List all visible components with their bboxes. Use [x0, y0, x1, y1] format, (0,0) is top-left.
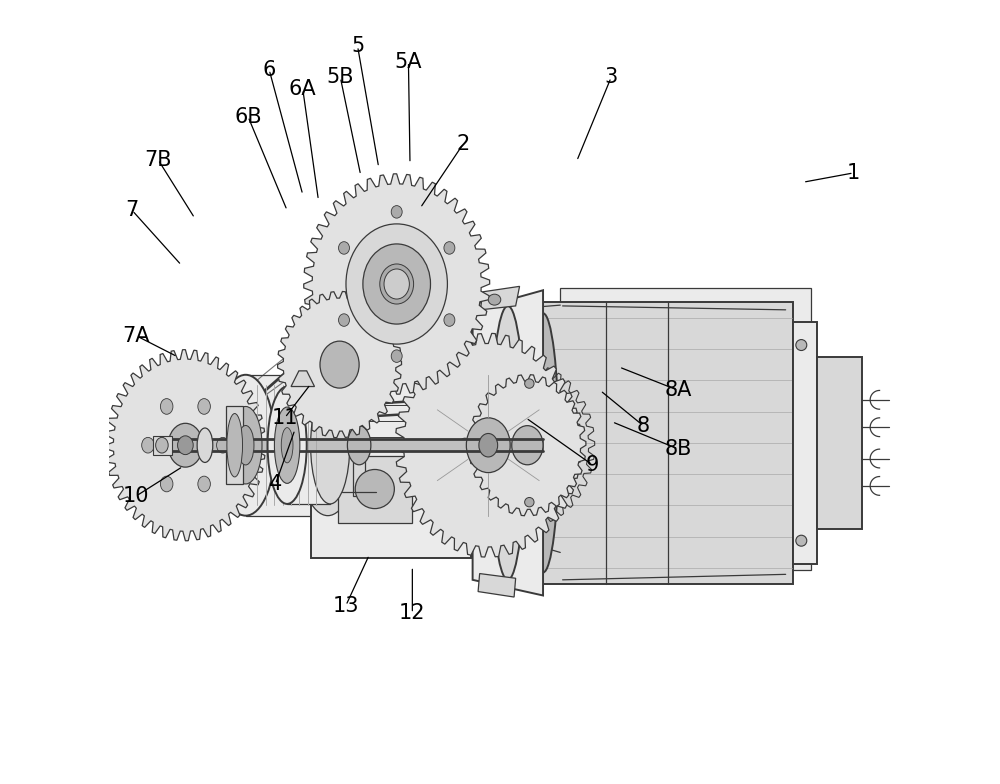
Polygon shape [246, 375, 328, 516]
Ellipse shape [298, 375, 358, 516]
Ellipse shape [274, 407, 300, 484]
Ellipse shape [168, 423, 203, 467]
Text: 8A: 8A [665, 380, 692, 401]
Ellipse shape [363, 244, 431, 324]
Ellipse shape [525, 498, 534, 507]
Text: 12: 12 [399, 604, 426, 623]
Ellipse shape [488, 294, 501, 305]
Polygon shape [338, 277, 412, 289]
Polygon shape [287, 387, 330, 504]
Text: 1: 1 [847, 163, 860, 183]
Bar [311, 320, 471, 558]
Ellipse shape [491, 306, 525, 580]
Polygon shape [395, 333, 581, 557]
Ellipse shape [355, 470, 394, 509]
Text: 13: 13 [333, 596, 359, 615]
Ellipse shape [796, 535, 807, 546]
Bar [793, 321, 817, 564]
Text: 7A: 7A [122, 325, 150, 346]
Bar [226, 406, 243, 484]
Polygon shape [333, 303, 493, 541]
Text: 2: 2 [457, 134, 470, 154]
Polygon shape [469, 375, 586, 516]
Ellipse shape [512, 426, 543, 465]
Polygon shape [473, 290, 543, 596]
Ellipse shape [160, 398, 173, 414]
Text: 6B: 6B [234, 107, 262, 126]
Ellipse shape [347, 426, 371, 465]
Ellipse shape [479, 434, 498, 457]
Polygon shape [560, 288, 811, 570]
Polygon shape [543, 302, 793, 584]
Ellipse shape [237, 426, 254, 465]
Ellipse shape [796, 339, 807, 350]
Ellipse shape [229, 406, 262, 484]
Ellipse shape [268, 387, 307, 504]
Text: 6: 6 [262, 60, 276, 79]
Ellipse shape [527, 314, 559, 572]
Bar [817, 357, 862, 529]
Ellipse shape [216, 375, 275, 516]
Text: 11: 11 [272, 408, 298, 428]
Text: 6A: 6A [289, 79, 317, 99]
Text: 8: 8 [637, 416, 650, 436]
Text: 4: 4 [269, 474, 282, 495]
Text: 9: 9 [586, 455, 599, 475]
Ellipse shape [178, 436, 193, 455]
Text: 8B: 8B [665, 439, 692, 459]
Ellipse shape [156, 437, 168, 453]
Ellipse shape [142, 437, 154, 453]
Text: 5: 5 [351, 36, 364, 56]
Ellipse shape [380, 264, 414, 304]
Ellipse shape [444, 241, 455, 254]
Ellipse shape [217, 437, 229, 453]
Ellipse shape [197, 428, 213, 463]
Polygon shape [253, 397, 477, 423]
Ellipse shape [391, 350, 402, 362]
Polygon shape [162, 439, 543, 452]
Text: 3: 3 [605, 67, 618, 87]
Ellipse shape [339, 241, 349, 254]
Polygon shape [471, 303, 493, 558]
Polygon shape [291, 371, 315, 387]
Polygon shape [480, 286, 520, 310]
Ellipse shape [460, 438, 469, 448]
Bar [338, 289, 397, 320]
Text: 5B: 5B [327, 67, 354, 87]
Text: 5A: 5A [395, 52, 422, 72]
Ellipse shape [227, 413, 243, 477]
Bar [353, 394, 365, 496]
Polygon shape [478, 574, 516, 597]
Polygon shape [105, 350, 265, 541]
Bar [338, 456, 412, 523]
Bar [153, 436, 172, 455]
Polygon shape [311, 303, 493, 320]
Text: 10: 10 [123, 486, 149, 506]
Ellipse shape [198, 398, 210, 414]
Ellipse shape [384, 269, 409, 299]
Ellipse shape [320, 341, 359, 388]
Ellipse shape [346, 224, 447, 344]
Ellipse shape [198, 476, 210, 492]
Polygon shape [278, 292, 402, 437]
Ellipse shape [525, 379, 534, 388]
Text: 7B: 7B [144, 150, 172, 169]
Ellipse shape [444, 314, 455, 326]
Ellipse shape [281, 427, 293, 463]
Ellipse shape [160, 476, 173, 492]
Ellipse shape [311, 387, 350, 504]
Text: 7: 7 [126, 201, 139, 220]
Polygon shape [304, 174, 490, 394]
Ellipse shape [466, 418, 510, 473]
Ellipse shape [391, 205, 402, 218]
Ellipse shape [339, 314, 349, 326]
